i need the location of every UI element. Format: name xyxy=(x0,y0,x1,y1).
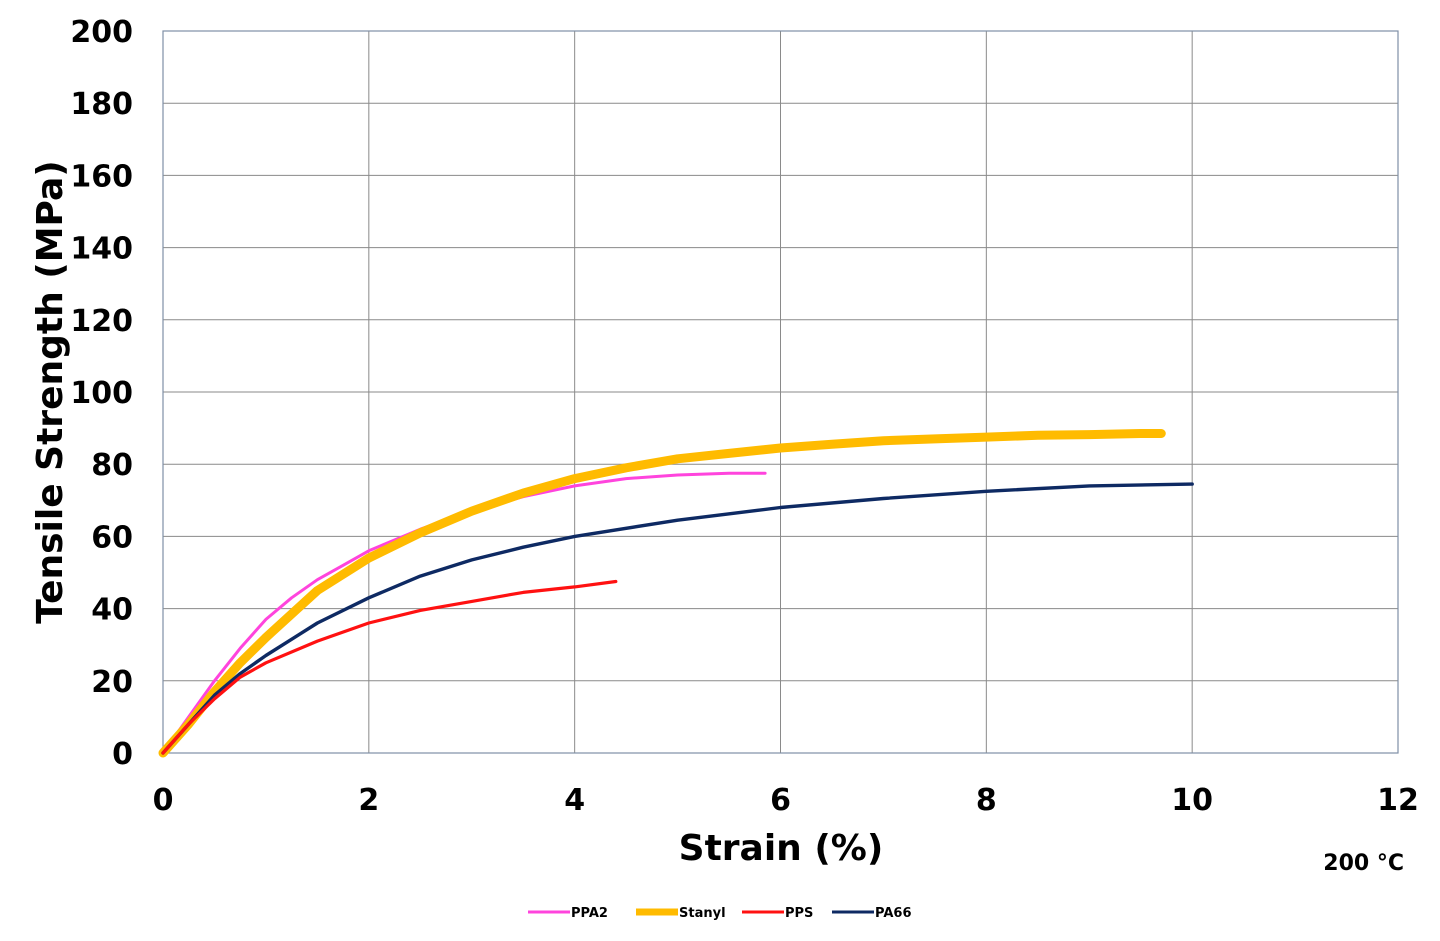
x-axis-title: Strain (%) xyxy=(679,828,884,869)
y-tick-label: 140 xyxy=(70,232,133,267)
plot-area-border xyxy=(162,30,1399,754)
legend-label: PA66 xyxy=(875,906,912,921)
x-tick-label: 6 xyxy=(770,783,791,818)
x-tick-label: 10 xyxy=(1171,783,1213,818)
series-line-stanyl xyxy=(158,429,1166,758)
legend-label: PPA2 xyxy=(571,906,608,921)
legend: PPA2 Stanyl PPS PA66 xyxy=(528,906,912,921)
temperature-annotation: 200 °C xyxy=(1323,851,1404,876)
y-axis-title: Tensile Strength (MPa) xyxy=(30,160,71,623)
grid xyxy=(162,30,1399,754)
y-tick-label: 180 xyxy=(70,87,133,122)
x-tick-label: 2 xyxy=(358,783,379,818)
tick-labels: 0 20 40 60 80 100 120 140 160 180 200 0 2 4 6 8 10 12 xyxy=(70,15,1419,818)
y-tick-label: 120 xyxy=(70,304,133,339)
x-tick-label: 0 xyxy=(153,783,174,818)
y-tick-label: 0 xyxy=(112,737,133,772)
y-tick-label: 100 xyxy=(70,376,133,411)
series-line-pps xyxy=(161,579,618,755)
y-tick-label: 80 xyxy=(91,448,133,483)
y-tick-label: 200 xyxy=(70,15,133,50)
y-tick-label: 60 xyxy=(91,520,133,555)
series-line-ppa2 xyxy=(161,471,767,755)
legend-label: PPS xyxy=(785,906,813,921)
series-lines xyxy=(158,429,1194,758)
series-line-pa66 xyxy=(161,482,1194,755)
y-tick-label: 40 xyxy=(91,593,133,628)
y-tick-label: 160 xyxy=(70,159,133,194)
x-tick-label: 12 xyxy=(1377,783,1419,818)
y-tick-label: 20 xyxy=(91,665,133,700)
x-tick-label: 4 xyxy=(564,783,585,818)
x-tick-label: 8 xyxy=(976,783,997,818)
legend-label: Stanyl xyxy=(679,906,726,921)
